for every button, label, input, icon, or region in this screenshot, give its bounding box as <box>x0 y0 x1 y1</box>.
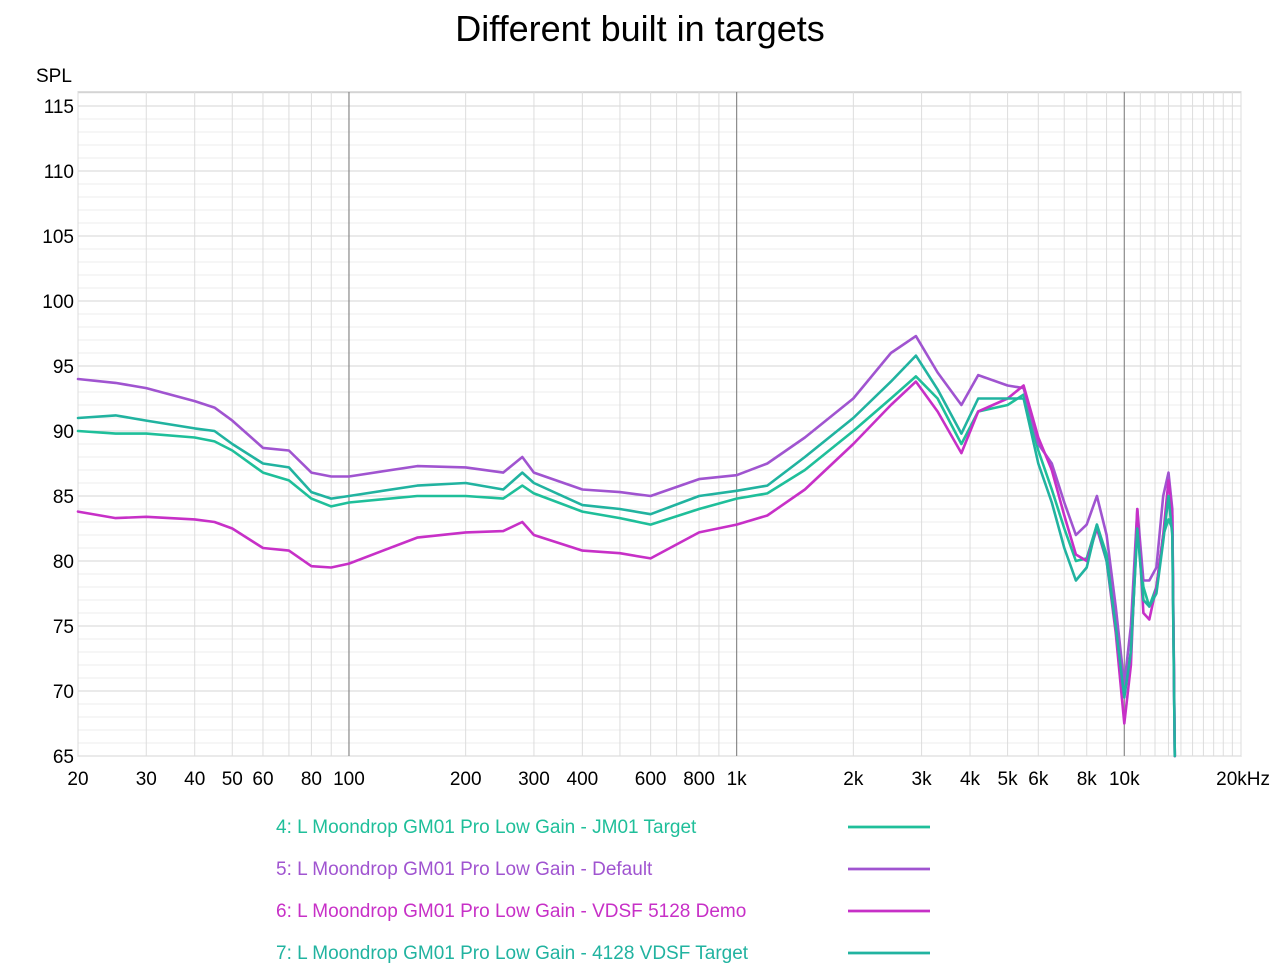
x-tick-label: 60 <box>252 769 273 790</box>
legend-label: 5: L Moondrop GM01 Pro Low Gain - Defaul… <box>276 859 653 880</box>
x-tick-label: 3k <box>912 769 933 790</box>
y-tick-label: 110 <box>44 162 74 183</box>
y-tick-label: 105 <box>42 227 74 248</box>
x-tick-label: 40 <box>184 769 205 790</box>
x-tick-label: 2k <box>843 769 864 790</box>
y-tick-label: 100 <box>42 292 74 313</box>
x-tick-label: 600 <box>635 769 667 790</box>
y-tick-label: 90 <box>53 422 74 443</box>
x-tick-label: 30 <box>136 769 157 790</box>
legend-label: 4: L Moondrop GM01 Pro Low Gain - JM01 T… <box>276 817 697 838</box>
y-tick-label: 65 <box>53 747 74 768</box>
grid-lines <box>77 92 1242 757</box>
chart-title: Different built in targets <box>455 8 825 49</box>
legend: 4: L Moondrop GM01 Pro Low Gain - JM01 T… <box>276 817 930 964</box>
x-tick-labels: 20 30 40 50 60 80 100 200 300 400 600 800 1k 2k 3k 4k 5k… <box>67 769 1270 790</box>
y-tick-label: 95 <box>53 357 74 378</box>
y-tick-label: 75 <box>53 617 74 638</box>
y-tick-label: 115 <box>44 97 74 118</box>
x-tick-label: 20 <box>67 769 88 790</box>
x-tick-label: 5k <box>998 769 1019 790</box>
y-axis-label: SPL <box>36 66 72 87</box>
x-tick-label: 6k <box>1028 769 1049 790</box>
legend-label: 6: L Moondrop GM01 Pro Low Gain - VDSF 5… <box>276 901 746 922</box>
y-tick-label: 70 <box>53 682 74 703</box>
x-tick-label: 20kHz <box>1216 769 1270 790</box>
x-tick-label: 800 <box>683 769 715 790</box>
x-tick-label: 80 <box>301 769 322 790</box>
legend-label: 7: L Moondrop GM01 Pro Low Gain - 4128 V… <box>276 943 749 964</box>
x-tick-label: 4k <box>960 769 981 790</box>
x-tick-label: 400 <box>567 769 599 790</box>
series-line-2 <box>76 334 1177 758</box>
x-tick-label: 8k <box>1077 769 1098 790</box>
x-tick-label: 1k <box>727 769 748 790</box>
y-tick-label: 85 <box>53 487 74 508</box>
y-tick-label: 80 <box>53 552 74 573</box>
x-tick-label: 10k <box>1109 769 1140 790</box>
x-tick-label: 300 <box>518 769 550 790</box>
x-tick-label: 50 <box>222 769 243 790</box>
series-line-3 <box>76 380 1177 758</box>
series-lines <box>76 334 1177 758</box>
x-tick-label: 100 <box>333 769 365 790</box>
series-line-4 <box>76 354 1177 758</box>
y-tick-labels: 115 110 105 100 95 90 85 80 75 70 65 <box>42 97 74 768</box>
x-tick-label: 200 <box>450 769 482 790</box>
plot-area <box>77 91 1242 757</box>
